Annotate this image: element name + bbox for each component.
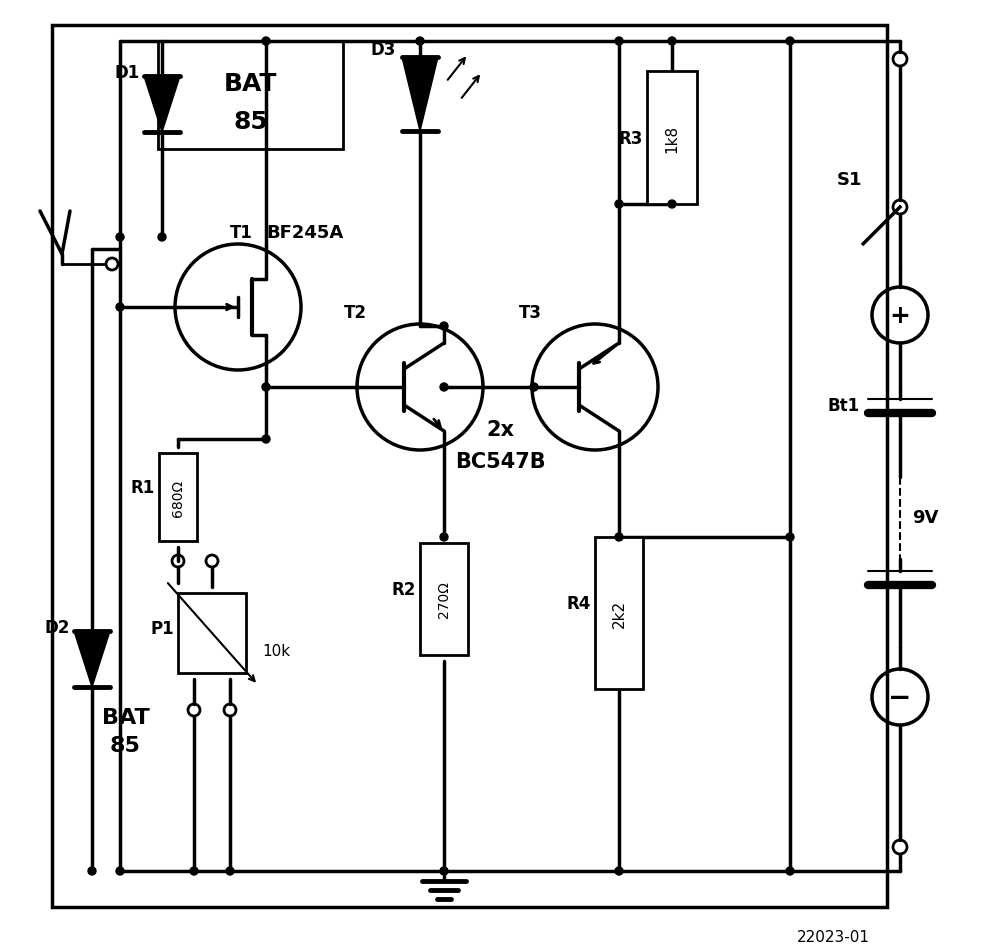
Circle shape xyxy=(440,323,448,330)
Text: 2x: 2x xyxy=(486,420,514,440)
Circle shape xyxy=(668,201,676,208)
Circle shape xyxy=(786,38,794,46)
Text: T1: T1 xyxy=(230,224,253,242)
Circle shape xyxy=(786,867,794,875)
Text: +: + xyxy=(890,304,911,327)
Circle shape xyxy=(530,384,538,391)
Text: 85: 85 xyxy=(233,109,268,134)
Circle shape xyxy=(440,533,448,542)
Circle shape xyxy=(88,867,96,875)
Text: P1: P1 xyxy=(151,620,174,637)
Circle shape xyxy=(116,234,124,242)
Polygon shape xyxy=(74,631,110,687)
Text: T3: T3 xyxy=(518,304,541,322)
Circle shape xyxy=(615,533,623,542)
Circle shape xyxy=(440,384,448,391)
Text: 680Ω: 680Ω xyxy=(171,479,185,516)
Text: 85: 85 xyxy=(110,735,141,755)
Circle shape xyxy=(440,867,448,875)
Text: −: − xyxy=(888,684,912,711)
Circle shape xyxy=(262,384,270,391)
Bar xyxy=(159,453,197,542)
Text: T2: T2 xyxy=(344,304,367,322)
Polygon shape xyxy=(144,77,180,133)
Circle shape xyxy=(226,867,234,875)
Circle shape xyxy=(190,867,198,875)
Text: BF245A: BF245A xyxy=(266,224,343,242)
Bar xyxy=(178,593,246,673)
Circle shape xyxy=(116,304,124,311)
Text: BAT: BAT xyxy=(224,72,277,96)
Circle shape xyxy=(116,867,124,875)
Bar xyxy=(52,26,887,907)
Text: 9V: 9V xyxy=(912,508,938,526)
Text: R3: R3 xyxy=(618,129,643,148)
Circle shape xyxy=(615,38,623,46)
Text: 1k8: 1k8 xyxy=(665,125,680,152)
Polygon shape xyxy=(402,58,438,132)
Text: R2: R2 xyxy=(391,581,416,599)
Circle shape xyxy=(158,234,166,242)
Bar xyxy=(595,538,643,689)
Text: BC547B: BC547B xyxy=(455,451,545,471)
Circle shape xyxy=(615,201,623,208)
Text: Bt1: Bt1 xyxy=(827,397,860,414)
Circle shape xyxy=(262,38,270,46)
Circle shape xyxy=(262,436,270,444)
Text: R1: R1 xyxy=(131,479,155,497)
Text: BAT: BAT xyxy=(102,707,150,727)
Bar xyxy=(420,544,468,655)
Circle shape xyxy=(668,38,676,46)
Text: 270Ω: 270Ω xyxy=(437,581,451,618)
Text: D3: D3 xyxy=(371,41,396,59)
Circle shape xyxy=(416,38,424,46)
Text: 2k2: 2k2 xyxy=(611,600,626,627)
Bar xyxy=(647,72,697,205)
Circle shape xyxy=(786,533,794,542)
Bar xyxy=(158,42,343,149)
Circle shape xyxy=(615,867,623,875)
Text: D1: D1 xyxy=(115,64,140,82)
Text: 10k: 10k xyxy=(262,644,290,659)
Text: 22023-01: 22023-01 xyxy=(797,929,870,944)
Text: R4: R4 xyxy=(567,594,591,612)
Text: S1: S1 xyxy=(836,170,862,188)
Text: D2: D2 xyxy=(45,619,70,636)
